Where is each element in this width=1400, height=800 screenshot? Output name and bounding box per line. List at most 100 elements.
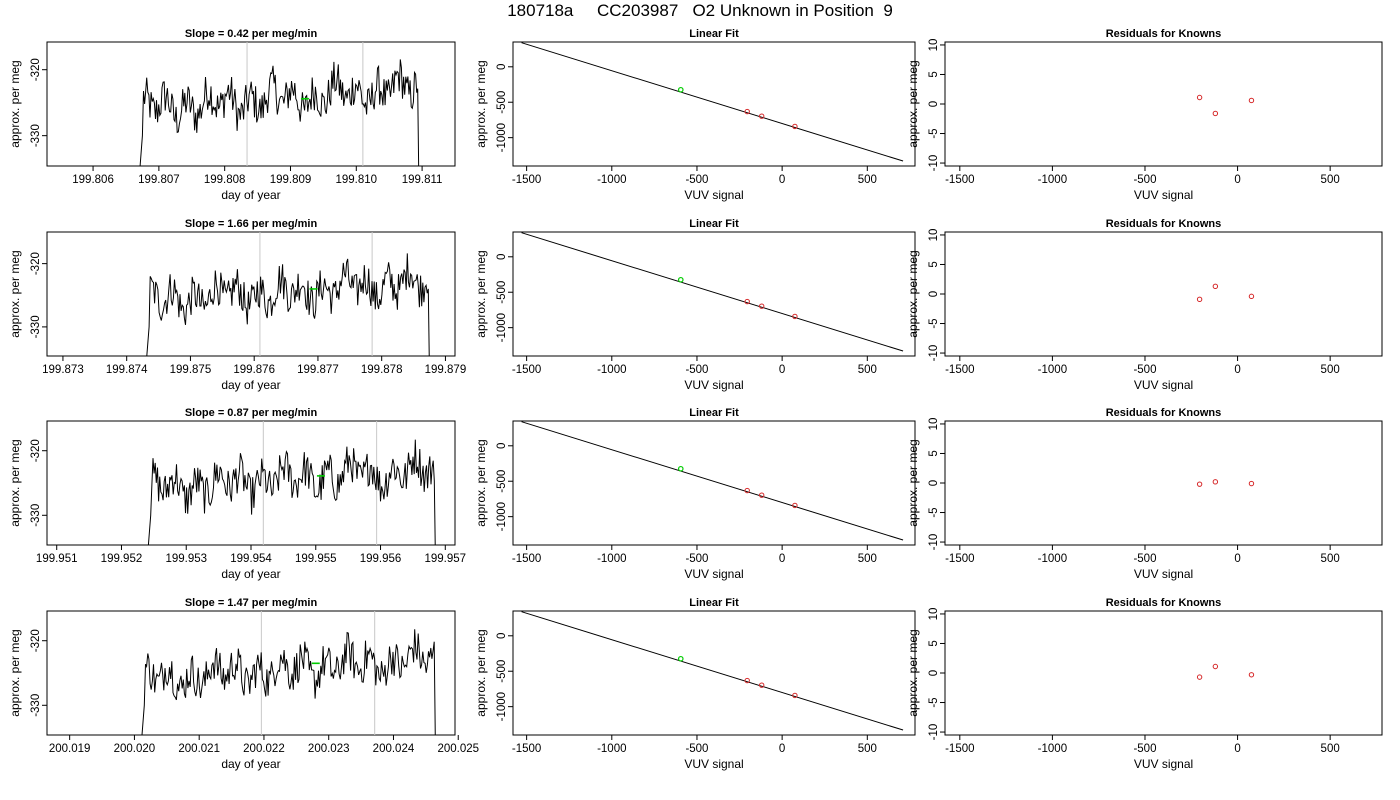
x-tick-label: 199.806 — [72, 174, 114, 186]
x-tick-label: 200.019 — [49, 743, 91, 755]
known-point — [758, 492, 765, 498]
known-point — [792, 123, 798, 130]
x-axis-label: VUV signal — [684, 567, 743, 581]
panel-r4-c1: Slope = 1.47 per meg/min 200.019 200.020 20… — [8, 597, 479, 771]
x-tick-label: 200.022 — [243, 743, 285, 755]
o2-trace — [141, 629, 436, 735]
panel-title: Slope = 1.66 per meg/min — [185, 218, 318, 230]
y-tick-label: -320 — [30, 252, 42, 275]
plot-frame — [512, 610, 916, 736]
y-tick-label: 0 — [496, 64, 508, 70]
x-tick-label: 199.810 — [336, 174, 378, 186]
residual-point — [1212, 283, 1219, 290]
panel-title: Residuals for Knowns — [1106, 597, 1222, 609]
x-tick-label: 0 — [779, 364, 785, 376]
plot-frame — [46, 610, 456, 736]
x-axis-label: VUV signal — [1134, 757, 1193, 771]
y-axis-label: approx. per meg — [474, 60, 488, 147]
o2-trace — [147, 439, 436, 545]
x-tick-label: -500 — [685, 364, 708, 376]
data-layer — [141, 611, 436, 735]
y-tick-label: 10 — [928, 418, 940, 431]
known-point — [792, 502, 798, 509]
x-axis-label: day of year — [221, 188, 280, 202]
o2-trace — [139, 59, 420, 166]
x-tick-label: -1000 — [1038, 174, 1067, 186]
x-tick-label: 200.021 — [178, 743, 220, 755]
known-point — [758, 682, 765, 688]
y-tick-label: -320 — [30, 58, 42, 81]
x-axis-label: VUV signal — [1134, 567, 1193, 581]
x-axis-label: VUV signal — [684, 757, 743, 771]
y-tick-label: 0 — [928, 101, 940, 107]
data-layer — [1196, 663, 1255, 680]
residual-point — [1196, 296, 1203, 303]
residual-point — [1248, 672, 1255, 678]
y-axis-label: approx. per meg — [906, 250, 920, 337]
y-tick-label: 0 — [928, 480, 940, 486]
x-tick-label: 0 — [779, 553, 785, 565]
unknown-point — [677, 276, 684, 283]
y-tick-label: -500 — [496, 660, 508, 683]
x-tick-label: 199.953 — [165, 553, 207, 565]
plot-frame — [512, 231, 916, 357]
y-tick-label: -330 — [30, 315, 42, 338]
x-axis-label: day of year — [221, 757, 280, 771]
x-tick-label: 199.873 — [42, 364, 84, 376]
panel-title: Residuals for Knowns — [1106, 28, 1222, 40]
panel-title: Slope = 0.87 per meg/min — [185, 407, 318, 419]
y-tick-label: -10 — [928, 724, 940, 741]
y-tick-label: -5 — [928, 507, 940, 517]
known-point — [744, 677, 750, 684]
residual-point — [1212, 110, 1219, 117]
x-tick-label: 500 — [858, 743, 877, 755]
plot-frame — [46, 231, 456, 357]
known-point — [744, 298, 750, 305]
y-axis-label: approx. per meg — [906, 60, 920, 147]
plot-frame — [512, 41, 916, 167]
y-tick-label: 5 — [928, 640, 940, 646]
y-tick-label: 0 — [496, 633, 508, 639]
x-tick-label: 199.809 — [270, 174, 312, 186]
y-tick-label: -10 — [928, 155, 940, 172]
x-tick-label: 500 — [1321, 553, 1340, 565]
y-tick-label: -320 — [30, 439, 42, 462]
known-point — [744, 487, 750, 494]
y-tick-label: 5 — [928, 71, 940, 77]
y-tick-label: -5 — [928, 318, 940, 328]
o2-trace — [146, 253, 430, 356]
panel-r1-c1: Slope = 0.42 per meg/min 199.806 199.807 19… — [8, 28, 456, 202]
x-tick-label: -500 — [685, 743, 708, 755]
known-point — [792, 313, 798, 320]
x-tick-label: -1000 — [597, 743, 626, 755]
residual-point — [1248, 480, 1255, 487]
panel-r1-c3: Residuals for Knowns -1500 -1000 -500 0 500 10… — [906, 28, 1383, 202]
y-axis-label: approx. per meg — [8, 250, 22, 337]
plot-frame — [944, 231, 1383, 357]
x-tick-label: 200.025 — [437, 743, 479, 755]
x-tick-label: 500 — [858, 174, 877, 186]
x-tick-label: -1000 — [1038, 364, 1067, 376]
x-tick-label: 199.955 — [295, 553, 337, 565]
panel-title: Slope = 1.47 per meg/min — [185, 597, 318, 609]
y-tick-label: -1000 — [496, 692, 508, 721]
x-tick-label: -1500 — [945, 553, 974, 565]
x-tick-label: 200.020 — [114, 743, 156, 755]
y-tick-label: 0 — [496, 254, 508, 260]
residual-point — [1196, 674, 1203, 680]
y-tick-label: 5 — [928, 450, 940, 456]
panel-r1-c2: Linear Fit -1500 -1000 -500 0 500 0 -500 -1000 VU… — [474, 28, 916, 202]
panel-title: Slope = 0.42 per meg/min — [185, 28, 318, 40]
x-tick-label: -1000 — [1038, 553, 1067, 565]
y-tick-label: -5 — [928, 697, 940, 707]
x-axis-label: VUV signal — [684, 188, 743, 202]
y-tick-label: -10 — [928, 345, 940, 362]
y-tick-label: -500 — [496, 91, 508, 114]
x-tick-label: 500 — [1321, 743, 1340, 755]
y-axis-label: approx. per meg — [906, 629, 920, 716]
x-tick-label: 200.023 — [308, 743, 350, 755]
unknown-point — [677, 86, 684, 93]
panel-r3-c1: Slope = 0.87 per meg/min 199.951 199.952 19… — [8, 407, 466, 581]
panel-title: Residuals for Knowns — [1106, 407, 1222, 419]
